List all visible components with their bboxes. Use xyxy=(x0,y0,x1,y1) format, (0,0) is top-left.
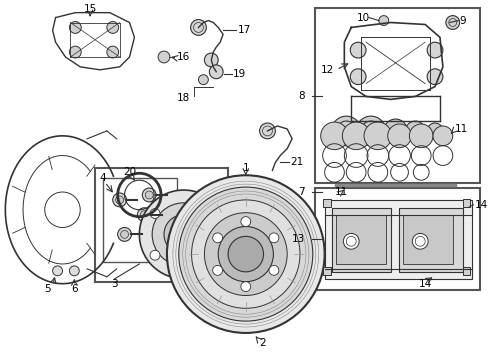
Text: 15: 15 xyxy=(83,4,97,14)
Text: 4: 4 xyxy=(99,173,106,183)
Circle shape xyxy=(140,211,148,219)
Circle shape xyxy=(192,200,300,308)
Bar xyxy=(332,208,391,272)
Text: 7: 7 xyxy=(298,187,305,197)
Text: 11: 11 xyxy=(455,124,468,134)
Circle shape xyxy=(269,233,279,243)
Text: 12: 12 xyxy=(321,65,335,75)
Circle shape xyxy=(446,15,460,30)
Circle shape xyxy=(350,69,366,85)
Circle shape xyxy=(218,226,273,282)
Circle shape xyxy=(52,266,63,276)
Text: 16: 16 xyxy=(177,52,190,62)
Circle shape xyxy=(158,51,170,63)
Text: 2: 2 xyxy=(260,338,266,348)
Circle shape xyxy=(364,122,392,150)
Bar xyxy=(398,208,463,272)
Circle shape xyxy=(190,263,199,273)
Circle shape xyxy=(332,116,361,146)
Circle shape xyxy=(150,208,160,219)
Text: 14: 14 xyxy=(418,279,432,289)
Text: 3: 3 xyxy=(111,279,118,289)
Circle shape xyxy=(343,233,359,249)
Circle shape xyxy=(379,15,389,26)
Bar xyxy=(95,168,228,282)
Circle shape xyxy=(113,193,126,207)
Circle shape xyxy=(137,208,151,222)
Text: 14: 14 xyxy=(474,200,488,210)
Text: 5: 5 xyxy=(45,284,51,294)
Circle shape xyxy=(70,46,81,58)
Circle shape xyxy=(150,250,160,260)
Text: 17: 17 xyxy=(238,26,251,35)
Circle shape xyxy=(269,265,279,275)
Circle shape xyxy=(152,203,215,266)
Bar xyxy=(325,200,472,279)
Bar xyxy=(463,199,470,207)
Circle shape xyxy=(388,124,412,148)
Text: 20: 20 xyxy=(123,167,136,177)
Circle shape xyxy=(190,196,199,206)
Circle shape xyxy=(142,188,156,202)
Circle shape xyxy=(121,230,128,238)
Circle shape xyxy=(214,229,224,239)
Text: 8: 8 xyxy=(298,91,305,102)
Circle shape xyxy=(320,122,348,150)
Circle shape xyxy=(405,121,425,141)
Text: 18: 18 xyxy=(177,93,190,103)
Circle shape xyxy=(356,116,386,146)
Circle shape xyxy=(413,233,428,249)
Text: 9: 9 xyxy=(460,15,466,26)
Circle shape xyxy=(139,190,228,279)
Text: 13: 13 xyxy=(292,234,305,244)
Circle shape xyxy=(107,22,119,33)
Circle shape xyxy=(343,122,370,150)
Circle shape xyxy=(145,191,153,199)
Circle shape xyxy=(384,119,407,143)
Circle shape xyxy=(118,228,131,241)
Circle shape xyxy=(433,126,453,146)
Bar xyxy=(103,178,177,262)
Circle shape xyxy=(427,69,443,85)
Circle shape xyxy=(241,217,251,226)
Circle shape xyxy=(228,237,264,272)
Circle shape xyxy=(107,46,119,58)
Bar xyxy=(403,215,453,264)
Circle shape xyxy=(213,233,222,243)
Circle shape xyxy=(70,266,79,276)
Circle shape xyxy=(179,187,313,321)
Circle shape xyxy=(409,124,433,148)
Circle shape xyxy=(209,65,223,79)
Bar xyxy=(322,199,331,207)
Text: 1: 1 xyxy=(243,163,249,174)
Circle shape xyxy=(167,175,325,333)
Circle shape xyxy=(213,265,222,275)
Text: 21: 21 xyxy=(290,157,303,167)
Circle shape xyxy=(204,213,287,296)
Circle shape xyxy=(204,53,218,67)
Text: 19: 19 xyxy=(233,69,246,79)
Circle shape xyxy=(116,196,123,204)
Bar xyxy=(315,188,480,289)
Circle shape xyxy=(164,215,203,254)
Circle shape xyxy=(191,19,206,35)
Circle shape xyxy=(241,282,251,292)
Circle shape xyxy=(427,42,443,58)
Circle shape xyxy=(70,22,81,33)
Bar xyxy=(315,8,480,183)
Text: 11: 11 xyxy=(335,187,348,197)
Text: 6: 6 xyxy=(71,284,77,294)
Bar xyxy=(337,215,386,264)
Circle shape xyxy=(427,123,443,139)
Circle shape xyxy=(350,42,366,58)
Bar xyxy=(322,267,331,275)
Circle shape xyxy=(198,75,208,85)
Text: 10: 10 xyxy=(357,13,370,23)
Circle shape xyxy=(174,225,194,244)
Bar xyxy=(463,267,470,275)
Circle shape xyxy=(260,123,275,139)
